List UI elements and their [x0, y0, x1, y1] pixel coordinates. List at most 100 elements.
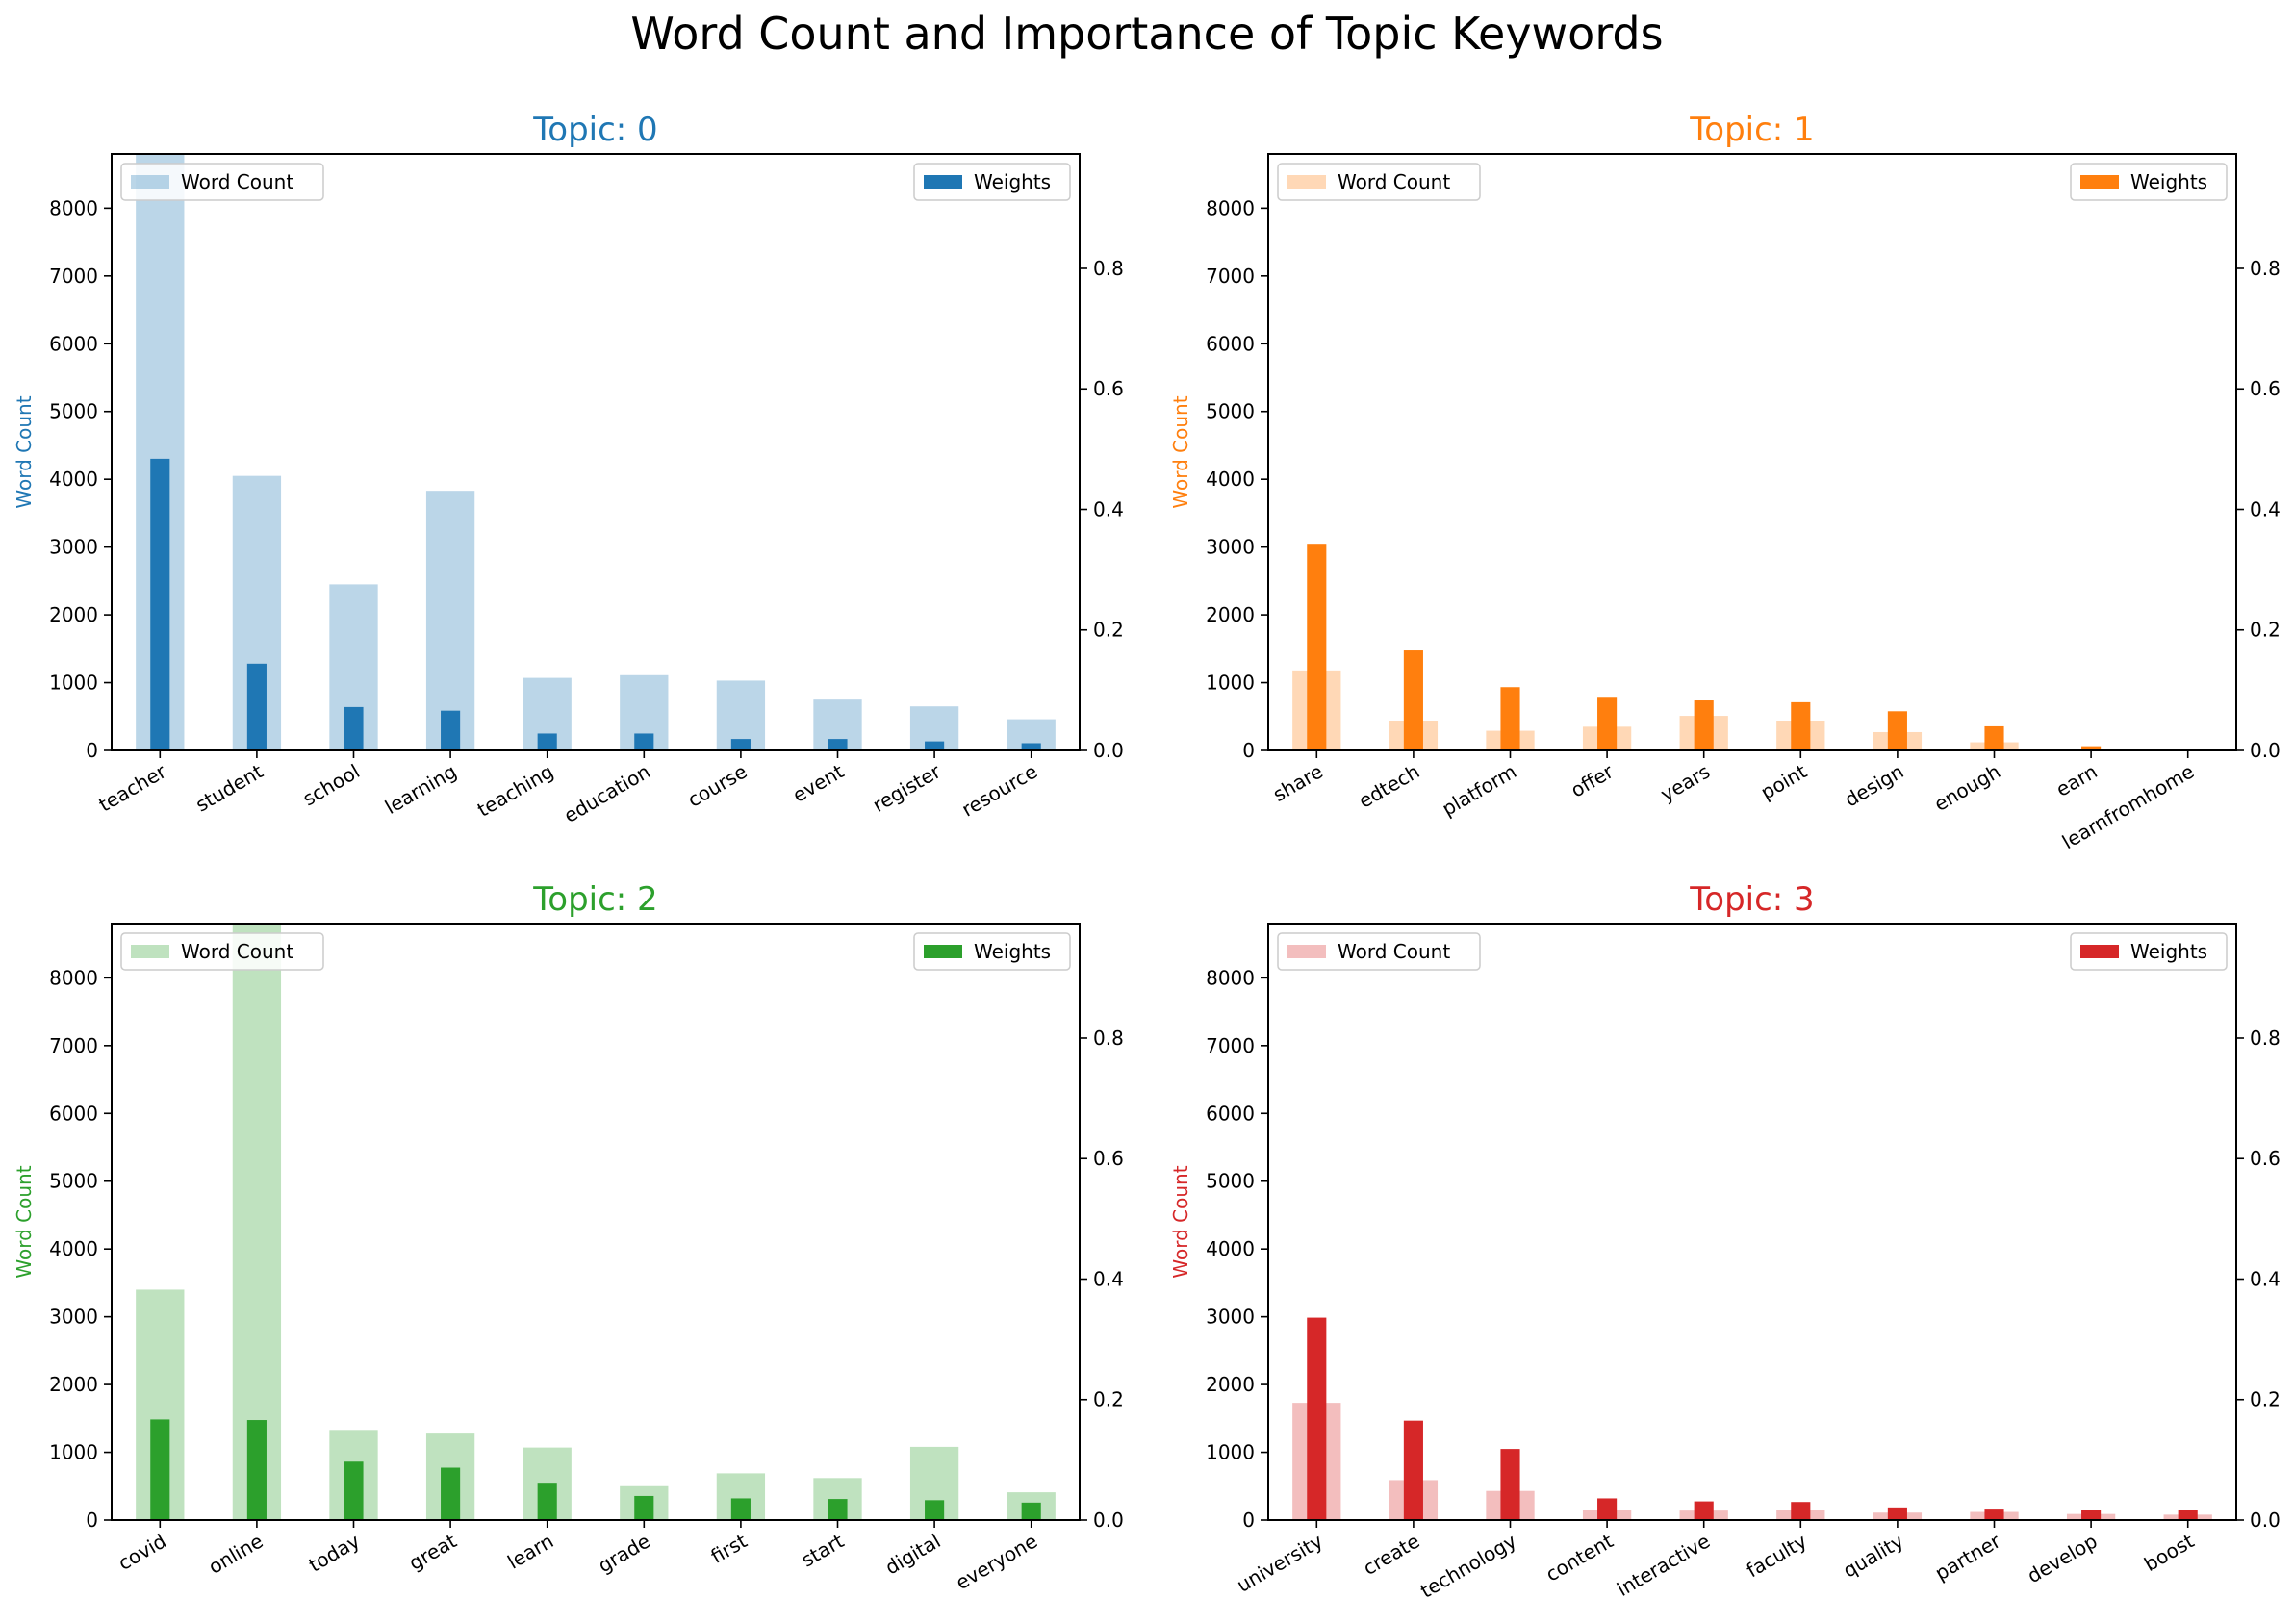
y-tick-label: 5000: [1206, 400, 1255, 423]
y-tick-label: 0: [86, 739, 98, 762]
y2-tick-label: 0.2: [1093, 1388, 1124, 1411]
x-tick-label: education: [560, 760, 654, 827]
y-tick-label: 3000: [49, 1306, 98, 1329]
x-tick-label: register: [869, 759, 945, 817]
y-tick-label: 2000: [1206, 1373, 1255, 1396]
subplot-topic-1: 0 1000 2000 3000 4000 5000 6000 7000 8000 0.0 0.2 0…: [1169, 111, 2281, 853]
x-tick-label: partner: [1931, 1529, 2005, 1585]
legend-box: [120, 163, 324, 201]
x-tick-label: today: [305, 1529, 364, 1576]
weight-bar: [1403, 1420, 1423, 1520]
x-tick-label: offer: [1567, 759, 1618, 801]
y-tick-label: 5000: [49, 1170, 98, 1193]
weight-bar: [1984, 725, 2004, 750]
x-tick-label: earn: [2052, 760, 2102, 801]
y-tick-label: 5000: [49, 400, 98, 423]
y-tick-label: 7000: [1206, 265, 1255, 288]
legend-label: Word Count: [181, 940, 293, 963]
x-tick-label: online: [205, 1530, 268, 1579]
weight-bar: [150, 1419, 170, 1520]
subplot-topic-2: 0 1000 2000 3000 4000 5000 6000 7000 8000 0.0 0.2 0…: [13, 880, 1124, 1594]
y-tick-label: 4000: [49, 1237, 98, 1260]
y-tick-label: 3000: [1206, 1306, 1255, 1329]
y-tick-label: 6000: [1206, 1102, 1255, 1125]
legend-weights: Weights: [913, 932, 1071, 971]
legend-box: [913, 163, 1071, 201]
weight-bar: [828, 1499, 848, 1520]
weight-bar: [1887, 711, 1907, 750]
x-tick-label: start: [798, 1529, 848, 1571]
weight-bar: [925, 1500, 945, 1520]
weight-bar: [1597, 697, 1618, 750]
y-tick-label: 1000: [1206, 1441, 1255, 1464]
x-tick-label: enough: [1930, 760, 2004, 816]
x-tick-label: event: [789, 759, 848, 806]
axes-frame: [1267, 153, 2237, 751]
x-tick-label: interactive: [1613, 1530, 1714, 1601]
weight-bar: [441, 710, 461, 750]
y-tick-label: 8000: [49, 196, 98, 219]
legend-label: Word Count: [181, 170, 293, 193]
y2-tick-label: 0.6: [2250, 377, 2281, 400]
legend-box: [1277, 163, 1481, 201]
weight-bar: [150, 458, 170, 750]
weight-bar: [1021, 743, 1041, 750]
x-tick-label: digital: [881, 1530, 945, 1580]
x-tick-label: design: [1841, 760, 1907, 812]
weight-bar: [1307, 544, 1327, 750]
legend-word-count: Word Count: [1277, 932, 1481, 971]
legend-box: [2070, 932, 2228, 971]
legend-swatch: [131, 945, 169, 958]
x-tick-label: edtech: [1355, 760, 1424, 813]
x-tick-label: grade: [594, 1530, 653, 1578]
legend-word-count: Word Count: [120, 932, 324, 971]
subplot-title: Topic: 1: [1689, 111, 1814, 149]
subplot-title: Topic: 2: [532, 880, 657, 919]
figure-title: Word Count and Importance of Topic Keywo…: [630, 8, 1664, 60]
weight-bar: [925, 741, 945, 750]
weight-bar: [1791, 1502, 1811, 1520]
x-tick-label: great: [405, 1529, 461, 1574]
y-tick-label: 2000: [49, 603, 98, 626]
x-tick-label: student: [191, 759, 267, 816]
y-tick-label: 7000: [49, 265, 98, 288]
weight-bar: [1597, 1498, 1618, 1520]
legend-swatch: [2080, 945, 2119, 958]
x-tick-label: learning: [381, 760, 461, 820]
legend-swatch: [1287, 945, 1326, 958]
y2-tick-label: 0.8: [2250, 1027, 2281, 1050]
legend-box: [2070, 163, 2228, 201]
y2-tick-label: 0.0: [2250, 1509, 2281, 1532]
legend-label: Weights: [974, 170, 1051, 193]
y-tick-label: 0: [86, 1509, 98, 1532]
y-tick-label: 1000: [49, 1441, 98, 1464]
x-tick-label: content: [1542, 1529, 1617, 1586]
weight-bar: [634, 1495, 654, 1520]
legend-swatch: [924, 945, 962, 958]
y-tick-label: 5000: [1206, 1170, 1255, 1193]
weight-bar: [1021, 1502, 1041, 1520]
y-tick-label: 3000: [49, 536, 98, 559]
y2-tick-label: 0.4: [2250, 1267, 2281, 1290]
legend-weights: Weights: [2070, 932, 2228, 971]
weight-bar: [1403, 650, 1423, 750]
x-tick-label: everyone: [952, 1530, 1041, 1595]
x-tick-label: school: [298, 760, 364, 811]
word-count-bar: [425, 491, 475, 750]
weight-bar: [1984, 1509, 2004, 1520]
legend-word-count: Word Count: [1277, 163, 1481, 201]
y2-tick-label: 0.2: [2250, 619, 2281, 642]
weight-bar: [828, 739, 848, 750]
y-tick-label: 2000: [49, 1373, 98, 1396]
y2-tick-label: 0.4: [2250, 497, 2281, 520]
subplot-topic-3: 0 1000 2000 3000 4000 5000 6000 7000 8000 0.0 0.2 0…: [1169, 880, 2281, 1603]
weight-bar: [730, 1498, 751, 1520]
legend-swatch: [924, 175, 962, 189]
x-tick-label: course: [683, 760, 751, 812]
y-tick-label: 0: [1242, 739, 1255, 762]
y2-tick-label: 0.6: [2250, 1147, 2281, 1170]
weight-bar: [2081, 1510, 2102, 1520]
x-tick-label: faculty: [1743, 1529, 1811, 1582]
